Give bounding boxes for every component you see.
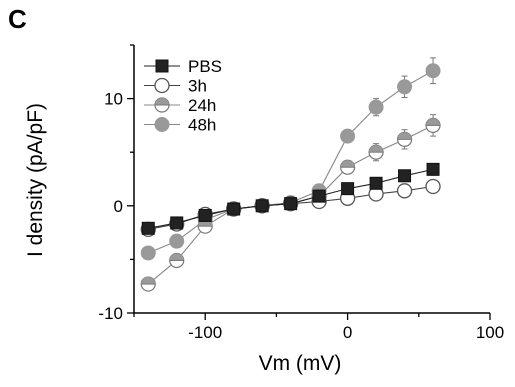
legend-item-24h: 24h	[144, 96, 216, 115]
x-tick-label: 0	[343, 323, 352, 342]
panel-label: C	[8, 4, 27, 34]
data-point	[227, 202, 241, 216]
data-point	[368, 99, 384, 115]
legend-label: 3h	[188, 77, 207, 96]
data-point	[369, 176, 383, 190]
series-pbs	[141, 162, 440, 235]
legend-label: 48h	[188, 116, 216, 135]
legend-item-48h: 48h	[144, 116, 216, 135]
data-point	[198, 208, 212, 222]
legend-item-pbs: PBS	[144, 57, 222, 76]
data-point	[255, 199, 269, 213]
data-point	[341, 182, 355, 196]
legend-item-3h: 3h	[144, 77, 207, 96]
data-point	[396, 131, 413, 147]
data-point	[425, 63, 441, 79]
data-point	[169, 233, 185, 249]
data-point	[312, 189, 326, 203]
marker-half	[426, 118, 441, 126]
y-tick-label: -10	[98, 304, 123, 323]
data-point	[425, 117, 441, 134]
x-tick-label: -100	[188, 323, 222, 342]
data-point	[398, 169, 412, 183]
data-point	[396, 183, 413, 199]
data-point	[169, 252, 185, 269]
y-tick-label: 10	[104, 90, 123, 109]
y-tick-label: 0	[114, 197, 123, 216]
series-layer	[140, 57, 441, 292]
marker-half	[340, 160, 355, 168]
data-point	[170, 216, 184, 230]
data-point	[340, 128, 356, 144]
marker-half	[141, 277, 156, 285]
legend-label: 24h	[188, 96, 216, 115]
data-point	[340, 159, 356, 175]
data-point	[425, 178, 441, 195]
data-point	[141, 221, 155, 235]
data-point	[397, 79, 413, 95]
marker-half	[397, 132, 412, 140]
data-point	[140, 245, 156, 261]
x-tick-label: 100	[476, 323, 504, 342]
series-48h	[140, 57, 441, 261]
y-axis-label: I density (pA/pF)	[24, 103, 47, 257]
data-point	[368, 144, 384, 160]
legend-marker	[155, 59, 169, 73]
data-point	[140, 276, 156, 292]
legend-marker	[154, 117, 170, 132]
legend-label: PBS	[188, 57, 222, 76]
marker-half	[169, 253, 184, 261]
legend-marker	[154, 97, 170, 113]
marker-half	[369, 145, 384, 153]
x-axis-label: Vm (mV)	[259, 352, 342, 375]
data-point	[426, 162, 440, 176]
data-point	[284, 197, 298, 211]
legend-marker	[154, 77, 170, 94]
marker-half	[155, 98, 169, 105]
